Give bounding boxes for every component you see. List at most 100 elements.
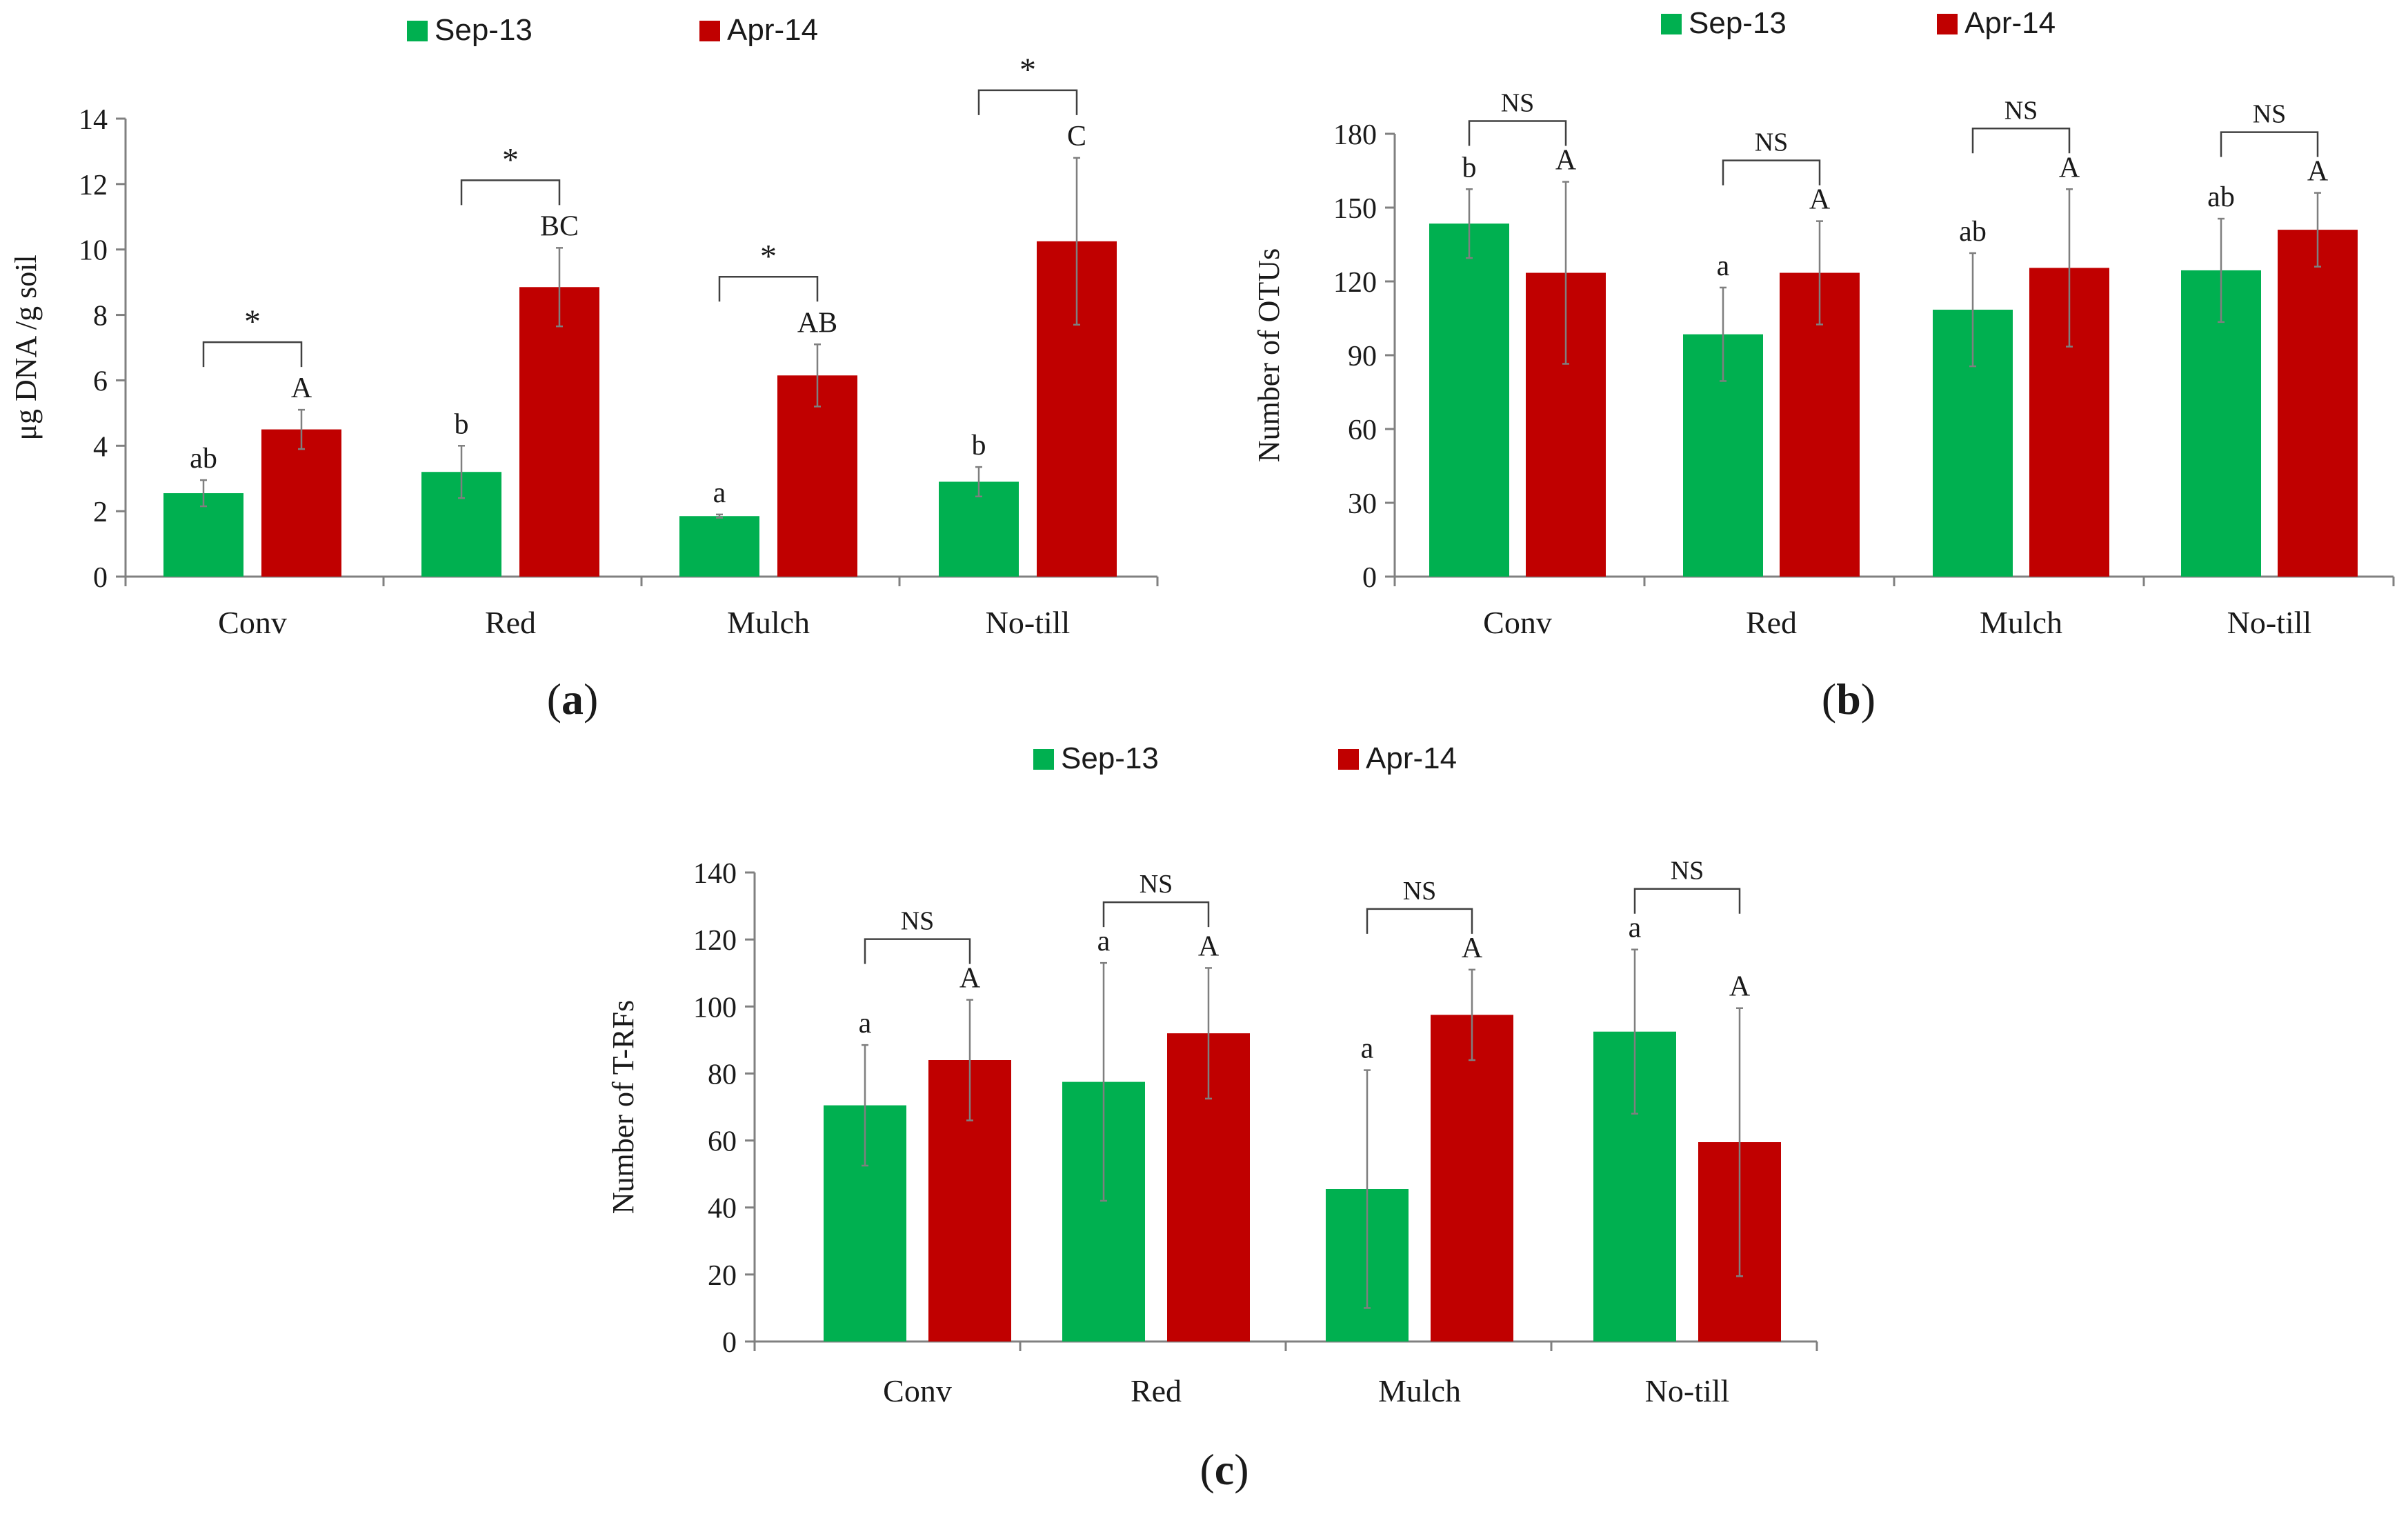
y-tick-label: 40 (708, 1193, 737, 1225)
y-axis-label: Number of T-RFs (606, 1000, 640, 1214)
x-category-label-no-till: No-till (2227, 605, 2312, 640)
letter-label-apr-14-no-till: C (1067, 121, 1086, 152)
significance-label-red: * (502, 141, 519, 178)
significance-bracket-mulch (1366, 908, 1473, 934)
bar-apr-14-no-till (2278, 230, 2358, 577)
x-category-label-conv: Conv (883, 1373, 952, 1408)
significance-label-mulch: NS (2004, 96, 2038, 125)
bar-sep-13-mulch (679, 516, 759, 577)
bar-apr-14-conv (261, 429, 341, 577)
letter-label-sep-13-no-till: a (1629, 912, 1642, 944)
significance-bracket-conv (864, 938, 971, 964)
legend-label-sep-13: Sep-13 (1061, 741, 1159, 775)
significance-label-no-till: NS (1671, 857, 1704, 886)
y-tick-label: 4 (93, 431, 108, 463)
letter-label-apr-14-conv: A (959, 963, 981, 995)
bar-apr-14-mulch (1431, 1015, 1513, 1342)
bar-sep-13-no-till (939, 481, 1019, 577)
legend-label-apr-14: Apr-14 (727, 13, 818, 47)
x-category-label-red: Red (485, 605, 536, 640)
y-tick-label: 60 (708, 1126, 737, 1158)
chart-panel-b: Sep-13 Apr-14 0 30 60 90 120 150 180 Number of OT… (1252, 6, 2395, 724)
x-category-label-conv: Conv (1483, 605, 1552, 640)
y-tick-label: 6 (93, 366, 108, 397)
letter-label-sep-13-mulch: a (713, 477, 726, 509)
chart-panel-c: Sep-13 Apr-14 0 20 40 60 80 100 120 140 Number of … (606, 741, 1818, 1494)
legend-swatch-apr-14 (1937, 14, 1958, 34)
y-tick-label: 100 (693, 992, 737, 1024)
y-tick-label: 120 (693, 925, 737, 957)
significance-label-conv: NS (1501, 89, 1535, 118)
y-tick-label: 140 (693, 858, 737, 890)
panel-label-letter: c (1215, 1445, 1234, 1494)
letter-label-sep-13-mulch: ab (1959, 216, 1987, 248)
panel-label: (a) (547, 675, 599, 724)
letter-label-apr-14-conv: A (291, 372, 312, 404)
panel-label-letter: b (1836, 675, 1861, 724)
legend-label-sep-13: Sep-13 (1689, 6, 1787, 40)
letter-label-apr-14-no-till: A (2307, 156, 2329, 188)
letter-label-apr-14-mulch: A (1462, 932, 1483, 964)
legend: Sep-13 Apr-14 (1661, 6, 2056, 40)
significance-bracket-red (460, 179, 561, 206)
y-tick-label: 60 (1348, 415, 1377, 446)
y-tick-label: 2 (93, 497, 108, 528)
y-tick-label: 90 (1348, 341, 1377, 372)
significance-label-no-till: NS (2253, 100, 2287, 129)
letter-label-sep-13-no-till: ab (2207, 181, 2235, 213)
letter-label-sep-13-conv: b (1462, 152, 1477, 183)
x-category-label-mulch: Mulch (727, 605, 810, 640)
legend-label-sep-13: Sep-13 (435, 13, 533, 47)
legend: Sep-13 Apr-14 (1033, 741, 1457, 775)
panel-label-letter: a (561, 675, 584, 724)
significance-bracket-no-till (977, 89, 1078, 115)
x-category-label-no-till: No-till (986, 605, 1071, 640)
y-tick-label: 150 (1333, 193, 1377, 225)
significance-bracket-mulch (1971, 128, 2071, 154)
letter-label-apr-14-no-till: A (1729, 971, 1751, 1003)
significance-bracket-red (1722, 159, 1821, 186)
significance-bracket-mulch (718, 276, 819, 302)
significance-label-conv: NS (901, 907, 935, 936)
y-axis-label: Number of OTUs (1252, 248, 1286, 462)
letter-label-sep-13-no-till: b (972, 430, 986, 461)
letter-label-sep-13-conv: ab (190, 443, 217, 475)
significance-bracket-no-till (2220, 131, 2319, 157)
letter-label-sep-13-conv: a (859, 1008, 872, 1039)
legend-swatch-apr-14 (699, 21, 720, 41)
y-tick-label: 20 (708, 1260, 737, 1292)
x-category-label-no-till: No-till (1645, 1373, 1730, 1408)
significance-bracket-no-till (1633, 888, 1741, 914)
significance-label-mulch: NS (1403, 877, 1437, 906)
letter-label-sep-13-mulch: a (1361, 1033, 1374, 1065)
legend-label-apr-14: Apr-14 (1964, 6, 2056, 40)
bar-apr-14-mulch (777, 375, 857, 577)
significance-bracket-conv (1468, 120, 1567, 146)
letter-label-sep-13-red: a (1717, 250, 1730, 282)
letter-label-apr-14-red: BC (540, 210, 579, 242)
legend-swatch-sep-13 (407, 21, 428, 41)
letter-label-apr-14-mulch: A (2059, 152, 2080, 183)
significance-label-red: NS (1140, 870, 1173, 899)
significance-label-mulch: * (760, 238, 777, 275)
y-axis-label: μg DNA /g soil (9, 255, 43, 440)
y-tick-label: 80 (708, 1059, 737, 1090)
letter-label-apr-14-red: A (1809, 184, 1831, 216)
y-tick-label: 12 (79, 170, 108, 201)
y-tick-label: 180 (1333, 119, 1377, 151)
letter-label-sep-13-red: a (1097, 926, 1111, 957)
y-tick-label: 10 (79, 235, 108, 267)
y-tick-label: 14 (79, 104, 108, 136)
letter-label-sep-13-red: b (455, 408, 469, 440)
letter-label-apr-14-mulch: AB (797, 307, 837, 339)
significance-bracket-red (1102, 901, 1210, 928)
significance-label-conv: * (244, 303, 261, 340)
x-category-label-red: Red (1131, 1373, 1182, 1408)
letter-label-apr-14-red: A (1198, 930, 1220, 962)
legend-swatch-apr-14 (1338, 749, 1359, 770)
legend: Sep-13 Apr-14 (407, 13, 818, 47)
bar-sep-13-conv (1429, 223, 1509, 577)
x-category-label-mulch: Mulch (1378, 1373, 1461, 1408)
